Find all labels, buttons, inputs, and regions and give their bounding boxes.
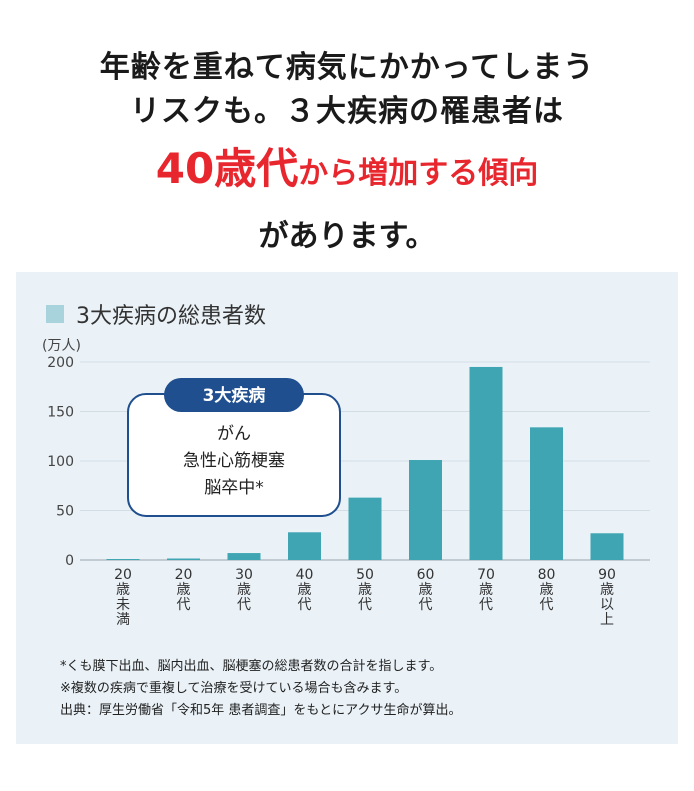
callout-title-pill <box>164 378 304 412</box>
callout-item: 脳卒中* <box>204 478 264 498</box>
x-tick-label: 80 <box>538 567 556 583</box>
headline-line-1: 年齢を重ねて病気にかかってしまう <box>99 50 595 85</box>
x-tick-label: 代 <box>358 597 372 613</box>
bar <box>530 427 563 560</box>
chart-panel: 3大疾病の総患者数 (万人) 0 50 100 150 200 20 歳未満 20 歳代 30 歳代 4… <box>16 272 678 744</box>
x-tick-label: 以 <box>600 597 614 613</box>
y-tick-label: 200 <box>47 355 74 371</box>
legend-swatch <box>46 305 64 323</box>
bar <box>167 558 200 560</box>
x-tick-label: 20 <box>114 567 132 583</box>
footnote-2: ※複数の疾病で重複して治療を受けている場合も含みます。 <box>60 681 408 696</box>
y-tick-label: 0 <box>65 553 74 569</box>
bar <box>409 460 442 560</box>
headline-highlight-age: 40歳代 <box>155 144 299 193</box>
x-tick-label: 代 <box>237 597 251 613</box>
y-axis-unit: (万人) <box>42 338 81 354</box>
y-tick-label: 100 <box>47 454 74 470</box>
headline: 年齢を重ねて病気にかかってしまう リスクも。３大疾病の罹患者は 40歳代から増加… <box>0 46 694 263</box>
x-tick-label: 50 <box>356 567 374 583</box>
x-tick-label: 歳 <box>177 582 191 598</box>
x-tick-label: 20 <box>175 567 193 583</box>
x-tick-label: 代 <box>177 597 191 613</box>
x-tick-label: 歳 <box>479 582 493 598</box>
footnotes: *くも膜下出血、脳内出血、脳梗塞の総患者数の合計を指します。 ※複数の疾病で重複… <box>60 656 462 722</box>
x-tick-label: 30 <box>235 567 253 583</box>
bar <box>590 533 624 560</box>
x-tick-label: 未 <box>116 597 130 613</box>
x-tick-label: 歳 <box>298 582 312 598</box>
y-tick-label: 150 <box>47 405 74 421</box>
x-tick-label: 歳 <box>237 582 251 598</box>
headline-highlight: 40歳代から増加する傾向 <box>0 138 694 209</box>
headline-line-2: リスクも。３大疾病の罹患者は <box>130 94 564 129</box>
bar <box>348 497 382 560</box>
chart-title-text: 3大疾病の総患者数 <box>76 304 266 329</box>
headline-highlight-trend: から増加する傾向 <box>298 156 539 191</box>
x-tick-label: 代 <box>298 597 312 613</box>
x-tick-label: 代 <box>419 597 433 613</box>
x-tick-label: 歳 <box>600 582 614 598</box>
bar-chart: (万人)05010015020020歳未満20歳代30歳代40歳代50歳代60歳… <box>42 338 650 628</box>
footnote-1: *くも膜下出血、脳内出血、脳梗塞の総患者数の合計を指します。 <box>60 659 443 674</box>
footnote-3: 出典：厚生労働省「令和5年 患者調査」をもとにアクサ生命が算出。 <box>60 703 462 718</box>
x-tick-label: 歳 <box>419 582 433 598</box>
callout-item: 急性心筋梗塞 <box>183 451 285 471</box>
bar <box>288 532 321 560</box>
chart-title: 3大疾病の総患者数 <box>46 298 266 330</box>
x-tick-label: 満 <box>116 612 130 628</box>
x-tick-label: 歳 <box>116 582 130 598</box>
callout-item: がん <box>217 424 251 444</box>
x-tick-label: 上 <box>600 612 614 628</box>
x-tick-label: 代 <box>540 597 554 613</box>
callout-title: 3大疾病 <box>203 385 266 406</box>
x-tick-label: 60 <box>417 567 435 583</box>
x-tick-label: 90 <box>598 567 616 583</box>
bar <box>106 559 140 560</box>
y-tick-label: 50 <box>56 504 74 520</box>
x-tick-label: 70 <box>477 567 495 583</box>
x-tick-label: 40 <box>296 567 314 583</box>
bar <box>227 553 261 560</box>
headline-line-4: があります。 <box>258 219 436 254</box>
bar <box>469 366 503 560</box>
x-tick-label: 代 <box>479 597 493 613</box>
x-tick-label: 歳 <box>540 582 554 598</box>
x-tick-label: 歳 <box>358 582 372 598</box>
